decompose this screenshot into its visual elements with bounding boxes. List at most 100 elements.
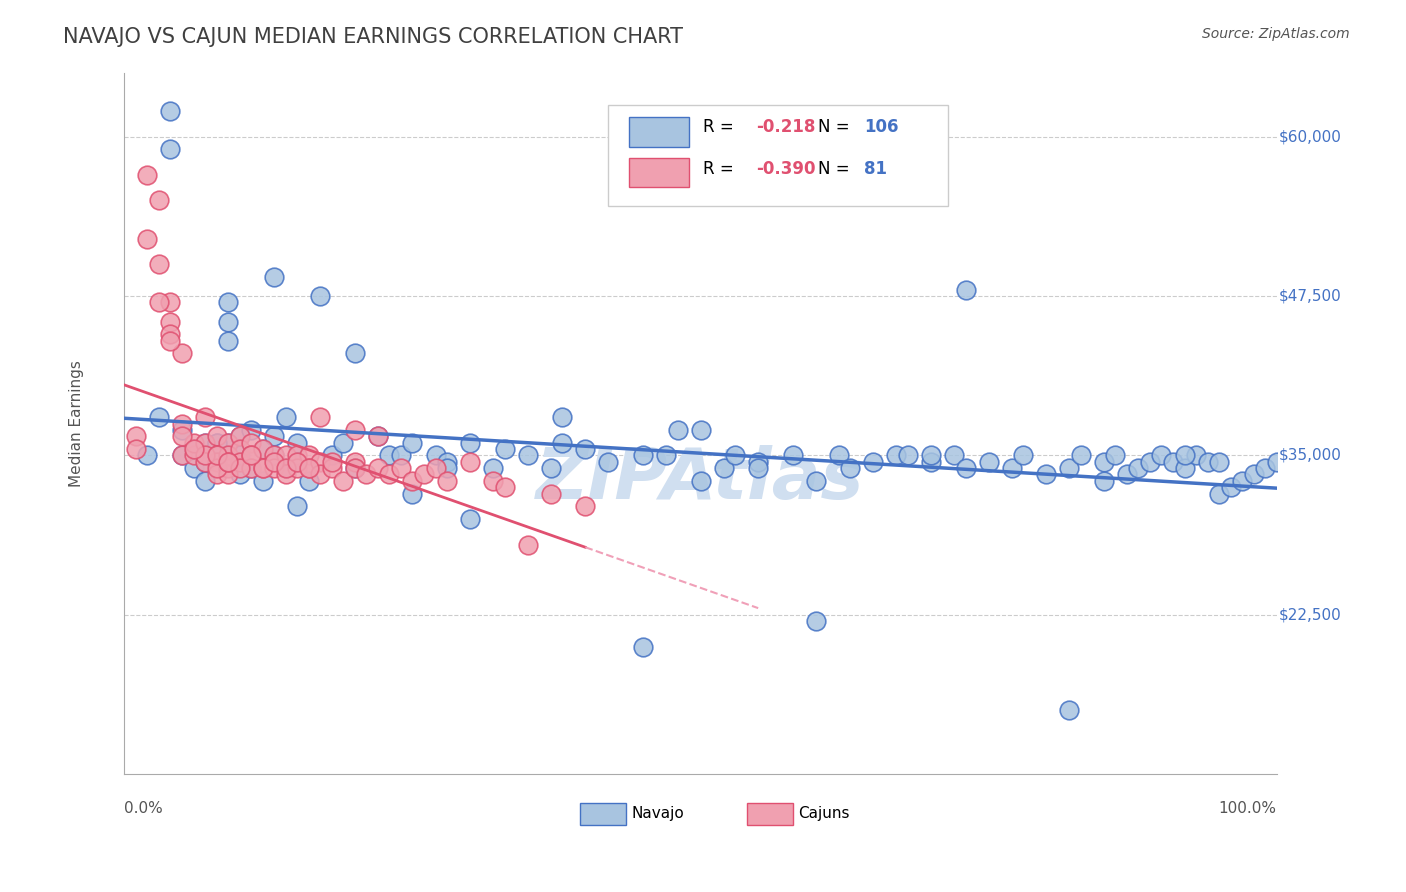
Point — [274, 467, 297, 482]
Point — [217, 449, 239, 463]
Point — [285, 435, 308, 450]
Point — [1208, 455, 1230, 469]
Point — [343, 461, 366, 475]
Point — [217, 461, 239, 475]
Point — [194, 410, 217, 425]
Point — [285, 461, 308, 475]
Point — [1059, 461, 1081, 475]
Point — [240, 423, 263, 437]
Point — [378, 467, 401, 482]
Point — [666, 423, 689, 437]
Point — [540, 461, 562, 475]
Point — [482, 474, 505, 488]
Point — [343, 346, 366, 360]
Point — [285, 449, 308, 463]
Point — [263, 449, 285, 463]
Point — [1059, 703, 1081, 717]
Point — [1070, 449, 1092, 463]
Point — [839, 461, 862, 475]
Point — [298, 461, 321, 475]
Point — [205, 429, 228, 443]
Point — [274, 461, 297, 475]
Point — [217, 467, 239, 482]
Point — [401, 435, 423, 450]
Point — [724, 449, 747, 463]
Point — [159, 334, 181, 348]
Point — [183, 449, 205, 463]
Point — [1265, 455, 1288, 469]
FancyBboxPatch shape — [579, 804, 626, 824]
Point — [298, 449, 321, 463]
Point — [170, 449, 193, 463]
Point — [159, 143, 181, 157]
Point — [285, 455, 308, 469]
Point — [205, 435, 228, 450]
Text: $35,000: $35,000 — [1279, 448, 1341, 463]
Point — [389, 449, 412, 463]
Point — [1161, 455, 1184, 469]
Point — [217, 295, 239, 310]
Text: 81: 81 — [865, 160, 887, 178]
Point — [148, 257, 170, 271]
Point — [183, 442, 205, 456]
Point — [321, 461, 343, 475]
Point — [170, 346, 193, 360]
Point — [425, 449, 447, 463]
Point — [494, 442, 516, 456]
Point — [252, 442, 274, 456]
Point — [804, 474, 827, 488]
Point — [205, 467, 228, 482]
Text: 0.0%: 0.0% — [124, 801, 163, 815]
Point — [148, 295, 170, 310]
Point — [977, 455, 1000, 469]
Point — [458, 455, 481, 469]
Point — [321, 455, 343, 469]
Point — [194, 435, 217, 450]
Text: 106: 106 — [865, 118, 898, 136]
Point — [183, 435, 205, 450]
FancyBboxPatch shape — [609, 104, 948, 206]
Text: N =: N = — [818, 118, 855, 136]
Point — [194, 455, 217, 469]
Point — [159, 314, 181, 328]
Point — [217, 435, 239, 450]
Point — [631, 449, 654, 463]
Point — [205, 449, 228, 463]
Point — [170, 429, 193, 443]
FancyBboxPatch shape — [747, 804, 793, 824]
Point — [125, 429, 148, 443]
Point — [713, 461, 735, 475]
Point — [516, 449, 538, 463]
Text: $47,500: $47,500 — [1279, 288, 1341, 303]
Point — [205, 449, 228, 463]
Point — [263, 455, 285, 469]
Text: N =: N = — [818, 160, 855, 178]
Point — [148, 194, 170, 208]
Point — [148, 410, 170, 425]
Point — [217, 435, 239, 450]
Point — [217, 455, 239, 469]
Point — [170, 449, 193, 463]
Point — [1001, 461, 1024, 475]
Point — [252, 442, 274, 456]
Text: Median Earnings: Median Earnings — [69, 360, 84, 487]
Point — [159, 327, 181, 342]
Point — [228, 455, 250, 469]
Point — [332, 435, 354, 450]
Point — [828, 449, 851, 463]
Text: $60,000: $60,000 — [1279, 129, 1341, 145]
Point — [136, 232, 159, 246]
Point — [125, 442, 148, 456]
Point — [747, 455, 769, 469]
Point — [1243, 467, 1265, 482]
Point — [389, 461, 412, 475]
Point — [689, 423, 711, 437]
Text: 100.0%: 100.0% — [1219, 801, 1277, 815]
Point — [228, 442, 250, 456]
Point — [309, 410, 332, 425]
Text: Source: ZipAtlas.com: Source: ZipAtlas.com — [1202, 27, 1350, 41]
Point — [378, 449, 401, 463]
Point — [356, 467, 378, 482]
Point — [367, 461, 389, 475]
Text: -0.390: -0.390 — [756, 160, 815, 178]
